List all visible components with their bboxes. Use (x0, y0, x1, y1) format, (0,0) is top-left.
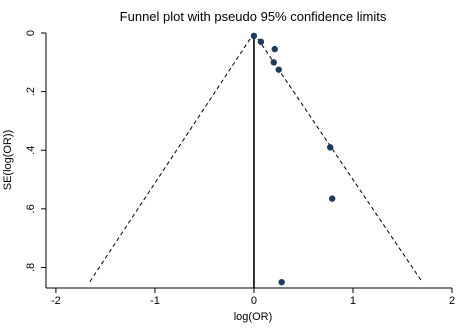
x-tick-label: -1 (150, 295, 160, 307)
y-tick-label: .8 (25, 263, 37, 272)
x-tick-label: 0 (251, 295, 257, 307)
chart-title: Funnel plot with pseudo 95% confidence l… (120, 9, 387, 24)
pseudo-ci-limit-line (253, 32, 423, 283)
y-tick-label: .2 (25, 87, 37, 96)
data-point (328, 195, 336, 202)
pseudo-ci-limit-line (89, 32, 255, 283)
y-tick-label: .4 (25, 146, 37, 155)
y-axis-label: SE(log(OR)) (2, 130, 14, 191)
plot-area (45, 33, 452, 289)
data-point (257, 38, 265, 45)
y-tick-label: .6 (25, 204, 37, 213)
x-tick-label: -2 (51, 295, 61, 307)
data-point (327, 144, 334, 151)
data-point (271, 45, 278, 53)
marks-layer: -2 -1 0 1 2 0 .2 .4 .6 .8 (25, 30, 455, 307)
data-point (275, 66, 282, 73)
data-point (270, 59, 277, 66)
y-tick-label: 0 (25, 30, 37, 36)
x-tick-label: 2 (449, 295, 455, 307)
x-tick-label: 1 (350, 295, 356, 307)
x-axis-label: log(OR) (234, 311, 273, 323)
data-point (278, 278, 285, 286)
data-point (250, 32, 258, 40)
